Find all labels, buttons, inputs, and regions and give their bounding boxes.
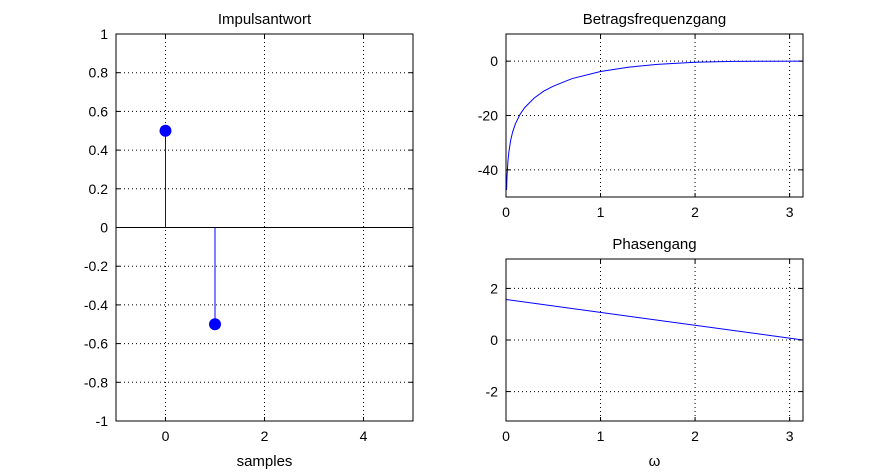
magnitude-x-tick-label: 1 bbox=[597, 204, 605, 220]
phase-title: Phasengang bbox=[612, 236, 696, 253]
magnitude-y-tick-label: 0 bbox=[490, 53, 498, 69]
phase-series-line bbox=[505, 299, 804, 341]
impulse-y-tick-label: 0.8 bbox=[89, 65, 109, 81]
impulse-y-tick-label: 0.2 bbox=[89, 181, 109, 197]
phase-axes: 0 1 2 3 -2 0 2 Phasengang ω bbox=[486, 236, 804, 470]
magnitude-y-tick-label: -20 bbox=[478, 108, 498, 124]
phase-y-tick-label: 2 bbox=[490, 280, 498, 296]
impulse-x-tick-label: 4 bbox=[360, 428, 368, 444]
impulse-y-tick-label: -1 bbox=[96, 413, 109, 429]
phase-x-tick-label: 0 bbox=[502, 428, 510, 444]
impulse-x-tick-label: 2 bbox=[261, 428, 269, 444]
magnitude-x-tick-label: 2 bbox=[691, 204, 699, 220]
phase-y-tick-label: 0 bbox=[490, 332, 498, 348]
magnitude-title: Betragsfrequenzgang bbox=[583, 11, 726, 28]
impulse-title: Impulsantwort bbox=[218, 11, 312, 28]
impulse-y-tick-label: -0.6 bbox=[84, 336, 108, 352]
impulse-y-tick-label: -0.8 bbox=[84, 374, 108, 390]
phase-x-tick-label: 3 bbox=[786, 428, 794, 444]
impulse-stem-marker bbox=[159, 124, 172, 137]
impulse-y-tick-label: -0.4 bbox=[84, 297, 108, 313]
magnitude-x-tick-label: 3 bbox=[786, 204, 794, 220]
phase-x-tick-label: 1 bbox=[597, 428, 605, 444]
impulse-y-tick-label: 1 bbox=[100, 26, 108, 42]
impulse-x-axis-label: samples bbox=[237, 453, 293, 470]
magnitude-x-tick-label: 0 bbox=[502, 204, 510, 220]
phase-x-tick-label: 2 bbox=[691, 428, 699, 444]
impulse-y-tick-label: 0 bbox=[100, 220, 108, 236]
impulse-axes: 0 2 4 -1 -0.8 -0.6 -0.4 -0.2 0 0.2 0.4 0.6 0.8 1 Impul… bbox=[84, 11, 414, 470]
magnitude-axes: 0 1 2 3 -40 -20 0 Betragsfrequenzgang bbox=[478, 11, 804, 220]
magnitude-y-tick-label: -40 bbox=[478, 162, 498, 178]
magnitude-series-line bbox=[506, 60, 804, 190]
impulse-stem-marker bbox=[209, 318, 221, 331]
impulse-y-tick-label: 0.6 bbox=[89, 103, 109, 119]
impulse-y-tick-label: 0.4 bbox=[89, 142, 109, 158]
impulse-x-tick-label: 0 bbox=[162, 428, 170, 444]
phase-y-tick-label: -2 bbox=[486, 384, 499, 400]
phase-x-axis-label: ω bbox=[649, 453, 661, 470]
impulse-y-tick-label: -0.2 bbox=[84, 258, 108, 274]
